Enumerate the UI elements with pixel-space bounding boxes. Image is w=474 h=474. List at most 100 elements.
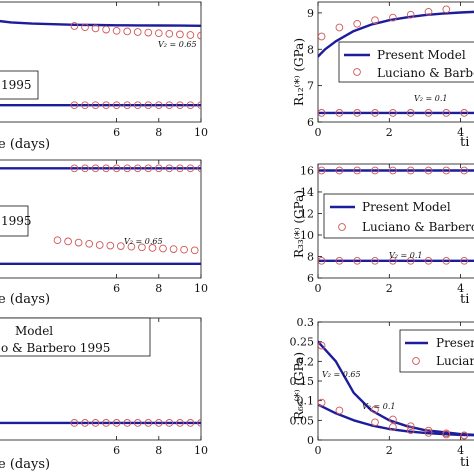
legend-box (338, 41, 474, 83)
data-point (144, 28, 153, 37)
legend-entry: Model (15, 324, 53, 338)
data-point (197, 164, 201, 173)
data-point (371, 16, 379, 25)
y-tick-label: 10 (300, 229, 314, 242)
data-point (389, 109, 397, 117)
annotation: V₂ = 0.1 (362, 402, 396, 411)
plot-area: 6 8 10 (0, 159, 208, 295)
data-point (74, 238, 83, 247)
data-point (133, 28, 142, 36)
y-tick-label: 0.1 (297, 395, 315, 408)
panel-left-bot: 6 8 10 Model o & Barbero 1995 e (days) (0, 317, 208, 472)
legend-box (399, 329, 474, 373)
data-point (144, 164, 153, 173)
data-point (318, 341, 326, 350)
data-point (102, 419, 110, 427)
data-point (318, 109, 326, 117)
data-point (154, 419, 163, 427)
x-axis-label: e (days) (0, 457, 50, 472)
panel-left-top: 6 8 10 1995 V₂ = 0.65 e (days) (0, 1, 208, 152)
data-point (318, 256, 326, 265)
x-tick-label: 10 (194, 444, 208, 457)
data-point (144, 419, 153, 427)
legend-box (323, 193, 474, 239)
x-tick-label: 8 (155, 126, 162, 139)
data-point (442, 5, 451, 14)
data-point (353, 19, 362, 28)
data-point (389, 415, 397, 424)
data-point (460, 166, 469, 175)
y-tick-label: 14 (300, 186, 314, 199)
data-point (176, 164, 184, 173)
legend-entry: 1995 (1, 78, 32, 92)
series-line (318, 10, 474, 58)
data-point (133, 419, 142, 427)
y-axis-label: R₆₆⁽*⁾ (GPa) (292, 352, 306, 420)
y-axis-label: R₃₃⁽*⁾ (GPa) (292, 190, 306, 258)
data-point (424, 7, 433, 16)
data-point (148, 244, 157, 252)
data-point (371, 256, 379, 265)
data-point (102, 164, 110, 173)
y-tick-label: 6 (307, 272, 314, 285)
y-tick-label: 0.15 (290, 375, 315, 388)
data-point (353, 166, 362, 175)
data-point (95, 241, 104, 249)
legend-marker-swatch (353, 68, 361, 76)
data-layer (318, 5, 474, 117)
data-point (154, 29, 163, 38)
data-point (389, 256, 397, 265)
data-point (442, 430, 451, 439)
data-point (389, 423, 397, 431)
data-point (102, 25, 110, 34)
legend-entry: Luciano & Barbe (377, 66, 474, 80)
data-point (371, 166, 379, 175)
legend-entry: o & Barbero 1995 (1, 341, 110, 355)
data-point (133, 101, 142, 110)
data-point (406, 166, 415, 175)
data-point (112, 26, 121, 35)
x-axis-label: ti (460, 292, 469, 307)
x-tick-label: 2 (386, 282, 393, 295)
annotation: V₂ = 0.65 (158, 40, 197, 49)
y-tick-label: 12 (300, 207, 314, 220)
series-line (318, 403, 474, 437)
data-point (186, 101, 195, 110)
data-point (127, 242, 136, 251)
legend-entry: Present Model (377, 48, 466, 62)
data-point (442, 256, 451, 265)
data-point (81, 164, 89, 173)
legend-entry: Lucian (436, 354, 474, 368)
y-tick-label: 16 (300, 164, 314, 177)
data-point (53, 236, 62, 245)
data-point (70, 419, 79, 427)
legend-entry: 1995 (1, 214, 32, 228)
x-tick-label: 8 (155, 444, 162, 457)
data-point (123, 101, 132, 110)
data-point (353, 109, 362, 117)
data-point (112, 419, 121, 427)
legend-entry: Luciano & Barbero (362, 220, 474, 234)
data-point (81, 23, 89, 32)
data-point (165, 101, 174, 110)
x-tick-label: 0 (315, 444, 322, 457)
x-axis-label: e (days) (0, 292, 50, 307)
x-tick-label: 6 (113, 444, 120, 457)
x-tick-label: 10 (194, 282, 208, 295)
data-point (81, 101, 89, 110)
data-point (116, 242, 125, 250)
plot-area: 0 2 4 0 0.05 0.1 0.15 0.2 0.25 0.3 (290, 316, 474, 457)
data-point (159, 244, 167, 253)
y-tick-label: 0.3 (297, 316, 315, 329)
x-axis-label: ti (460, 455, 469, 470)
y-tick-label: 0.25 (290, 336, 315, 349)
y-tick-label: 6 (307, 116, 314, 129)
y-tick-label: 7 (307, 80, 314, 93)
data-point (154, 164, 163, 173)
data-layer (0, 419, 201, 427)
data-point (406, 422, 415, 431)
x-tick-label: 0 (315, 126, 322, 139)
data-point (144, 101, 153, 110)
legend-box (0, 205, 29, 237)
data-point (133, 164, 142, 173)
